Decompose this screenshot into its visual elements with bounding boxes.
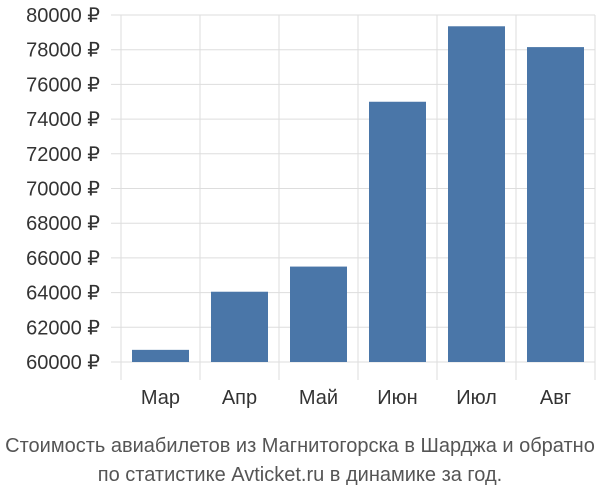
bar (211, 291, 268, 362)
caption-line-1: Стоимость авиабилетов из Магнитогорска в… (5, 435, 595, 457)
y-axis-ticks: 60000 ₽ 62000 ₽ 64000 ₽ 66000 ₽ 68000 ₽ 70000… (26, 5, 100, 374)
x-tick-label: Авг (540, 387, 571, 409)
y-tick-label: 60000 ₽ (26, 352, 100, 374)
bar (132, 349, 189, 362)
x-tick-label: Июл (456, 387, 497, 409)
y-tick-label: 66000 ₽ (26, 248, 100, 270)
bar-chart: 60000 ₽ 62000 ₽ 64000 ₽ 66000 ₽ 68000 ₽ 70000… (26, 5, 596, 409)
x-tick-label: Апр (222, 387, 257, 409)
x-tick-label: Май (299, 387, 338, 409)
bar (527, 47, 584, 362)
x-tick-label: Июн (377, 387, 417, 409)
y-tick-label: 72000 ₽ (26, 144, 100, 166)
y-tick-label: 62000 ₽ (26, 317, 100, 339)
y-tick-label: 64000 ₽ (26, 283, 100, 305)
horizontal-grid (111, 14, 595, 363)
y-tick-label: 78000 ₽ (26, 40, 100, 62)
chart-caption: Стоимость авиабилетов из Магнитогорска в… (0, 432, 600, 490)
vertical-grid (120, 15, 596, 380)
bar (369, 101, 426, 362)
y-tick-label: 70000 ₽ (26, 179, 100, 201)
bar (448, 26, 505, 363)
y-tick-label: 74000 ₽ (26, 109, 100, 131)
bars (132, 26, 584, 363)
y-tick-label: 80000 ₽ (26, 5, 100, 27)
y-tick-label: 76000 ₽ (26, 74, 100, 96)
caption-line-2: по статистике Avticket.ru в динамике за … (97, 464, 503, 486)
x-tick-label: Мар (141, 387, 180, 409)
y-tick-label: 68000 ₽ (26, 213, 100, 235)
x-axis-ticks: Мар Апр Май Июн Июл Авг (141, 387, 571, 409)
bar (290, 266, 347, 362)
